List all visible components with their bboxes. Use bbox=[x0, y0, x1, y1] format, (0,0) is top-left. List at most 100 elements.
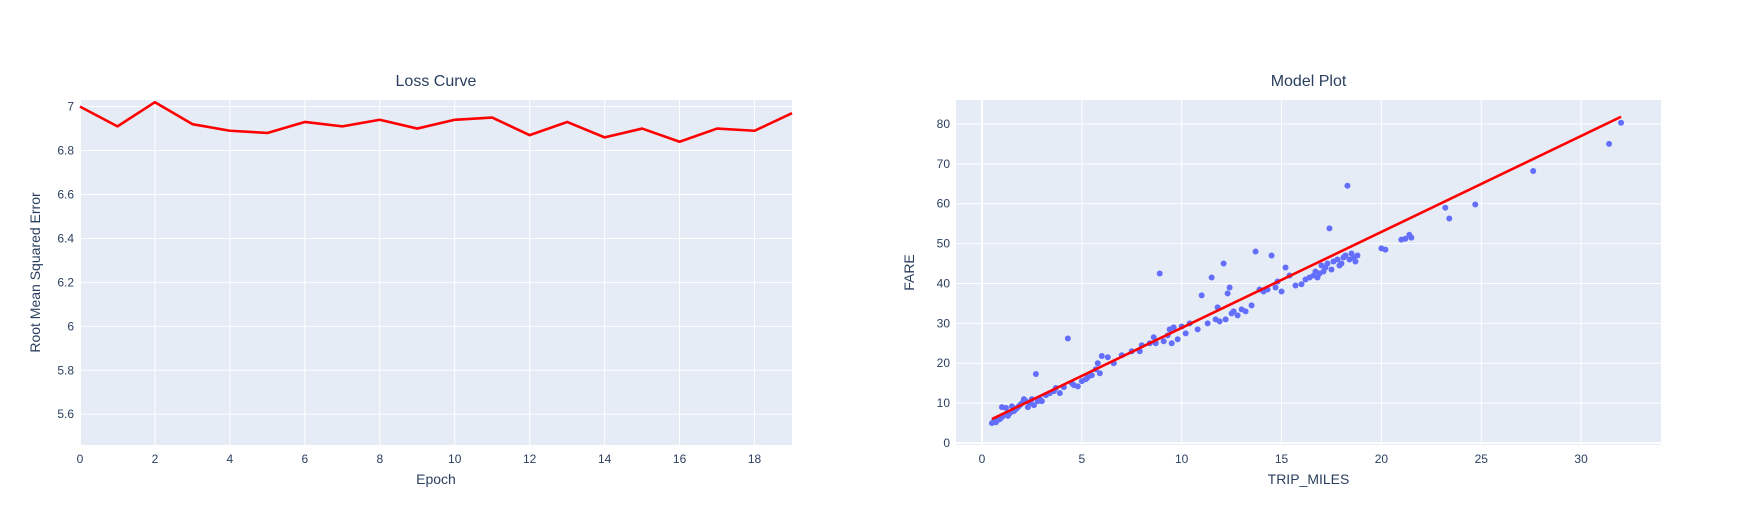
model-plot-y-tick-label: 0 bbox=[943, 436, 950, 450]
model-plot-x-tick-label: 15 bbox=[1275, 452, 1289, 466]
model-plot-y-tick-label: 40 bbox=[937, 276, 951, 290]
model-plot-x-axis-label: TRIP_MILES bbox=[1268, 471, 1350, 487]
scatter-point bbox=[1382, 246, 1389, 253]
scatter-point bbox=[1224, 290, 1231, 297]
scatter-point bbox=[1096, 370, 1103, 377]
scatter-point bbox=[1248, 302, 1255, 309]
model-plot-y-axis-label: FARE bbox=[901, 254, 917, 291]
scatter-point bbox=[1204, 320, 1211, 327]
loss-curve-x-tick-label: 0 bbox=[77, 452, 84, 466]
scatter-point bbox=[1352, 258, 1359, 265]
scatter-point bbox=[1234, 312, 1241, 319]
model-plot-y-tick-label: 20 bbox=[937, 356, 951, 370]
scatter-point bbox=[1094, 360, 1101, 367]
scatter-point bbox=[1338, 260, 1345, 267]
scatter-point bbox=[1220, 260, 1227, 267]
scatter-point bbox=[1198, 292, 1205, 299]
scatter-point bbox=[1170, 324, 1177, 331]
scatter-point bbox=[1402, 235, 1409, 242]
model-plot-x-tick-label: 25 bbox=[1475, 452, 1489, 466]
model-plot-y-tick-label: 50 bbox=[937, 237, 951, 251]
loss-curve-y-tick-label: 7 bbox=[67, 100, 74, 114]
loss-curve-y-tick-label: 5.6 bbox=[57, 407, 74, 421]
loss-curve-x-tick-label: 2 bbox=[152, 452, 159, 466]
loss-curve-x-tick-label: 16 bbox=[673, 452, 687, 466]
loss-curve-gridlines bbox=[79, 100, 792, 445]
loss-curve-title: Loss Curve bbox=[396, 73, 477, 90]
scatter-point bbox=[1222, 316, 1229, 323]
model-plot-tick-labels: 0 5 10 15 20 25 30 0 10 20 30 40 50 60 70 80 bbox=[937, 117, 1588, 466]
scatter-point bbox=[1002, 404, 1009, 411]
scatter-point bbox=[1442, 204, 1449, 211]
scatter-point bbox=[1150, 334, 1157, 341]
scatter-point bbox=[1216, 318, 1223, 325]
model-plot-x-tick-label: 0 bbox=[979, 452, 986, 466]
scatter-point bbox=[1324, 260, 1331, 267]
scatter-point bbox=[1268, 252, 1275, 259]
scatter-point bbox=[1032, 371, 1039, 378]
scatter-point bbox=[1160, 338, 1167, 345]
loss-curve-y-tick-label: 6 bbox=[67, 319, 74, 333]
scatter-point bbox=[1038, 398, 1045, 405]
scatter-point bbox=[1530, 167, 1537, 174]
model-plot-y-tick-label: 30 bbox=[937, 316, 951, 330]
loss-curve-y-tick-label: 5.8 bbox=[57, 363, 74, 377]
loss-curve-marks bbox=[79, 100, 793, 144]
scatter-point bbox=[1278, 288, 1285, 295]
loss-curve-y-tick-label: 6.6 bbox=[57, 187, 74, 201]
scatter-point bbox=[1064, 335, 1071, 342]
scatter-point bbox=[1156, 270, 1163, 277]
scatter-point bbox=[1342, 252, 1349, 259]
scatter-point bbox=[1104, 354, 1111, 361]
loss-curve-y-tick-label: 6.2 bbox=[57, 275, 74, 289]
scatter-point bbox=[1334, 256, 1341, 263]
scatter-point bbox=[1354, 252, 1361, 259]
scatter-point bbox=[1606, 140, 1613, 147]
loss-curve-y-axis-label: Root Mean Squared Error bbox=[27, 192, 43, 353]
model-plot-y-tick-label: 10 bbox=[937, 396, 951, 410]
scatter-point bbox=[1328, 266, 1335, 273]
scatter-point bbox=[1230, 308, 1237, 315]
model-plot-x-tick-label: 10 bbox=[1175, 452, 1189, 466]
loss-curve-x-tick-label: 10 bbox=[448, 452, 462, 466]
loss-curve-x-axis-label: Epoch bbox=[416, 471, 456, 487]
model-plot-title: Model Plot bbox=[1271, 73, 1347, 90]
loss-curve-x-tick-label: 6 bbox=[301, 452, 308, 466]
scatter-point bbox=[1326, 225, 1333, 232]
scatter-point bbox=[1182, 330, 1189, 337]
model-plot-gridlines bbox=[956, 100, 1661, 445]
scatter-point bbox=[1344, 182, 1351, 189]
scatter-point bbox=[1088, 372, 1095, 379]
loss-curve-panel: 0 2 4 6 8 10 12 14 16 18 5.6 5.8 6 6.2 6.4 6.6 6.8 7 Loss… bbox=[27, 73, 793, 487]
model-plot-x-tick-label: 20 bbox=[1375, 452, 1389, 466]
model-plot-y-tick-label: 80 bbox=[937, 117, 951, 131]
loss-curve-x-tick-label: 18 bbox=[748, 452, 762, 466]
loss-curve-x-tick-label: 14 bbox=[598, 452, 612, 466]
scatter-point bbox=[1056, 390, 1063, 397]
loss-curve-plot-area bbox=[80, 100, 792, 445]
model-plot-y-tick-label: 60 bbox=[937, 197, 951, 211]
scatter-point bbox=[1272, 284, 1279, 291]
scatter-point bbox=[1292, 282, 1299, 289]
model-plot-x-tick-label: 5 bbox=[1078, 452, 1085, 466]
model-plot-y-tick-label: 70 bbox=[937, 157, 951, 171]
scatter-point bbox=[1074, 383, 1081, 390]
scatter-point bbox=[1446, 215, 1453, 222]
scatter-point bbox=[1208, 274, 1215, 281]
scatter-point bbox=[1242, 308, 1249, 315]
scatter-point bbox=[1030, 402, 1037, 409]
loss-curve-y-tick-label: 6.4 bbox=[57, 231, 74, 245]
scatter-point bbox=[1226, 284, 1233, 291]
model-plot-marks bbox=[988, 115, 1625, 427]
scatter-point bbox=[1168, 340, 1175, 347]
scatter-point bbox=[1618, 119, 1625, 126]
loss-series-line bbox=[79, 100, 793, 144]
scatter-point bbox=[1298, 281, 1305, 288]
scatter-point bbox=[1472, 201, 1479, 208]
model-plot-panel: 0 5 10 15 20 25 30 0 10 20 30 40 50 60 70 80 Model Plot… bbox=[901, 73, 1661, 487]
scatter-point bbox=[1252, 248, 1259, 255]
loss-curve-tick-labels: 0 2 4 6 8 10 12 14 16 18 5.6 5.8 6 6.2 6.4 6.6 6.8 7 bbox=[57, 100, 761, 466]
scatter-point bbox=[1098, 353, 1105, 360]
